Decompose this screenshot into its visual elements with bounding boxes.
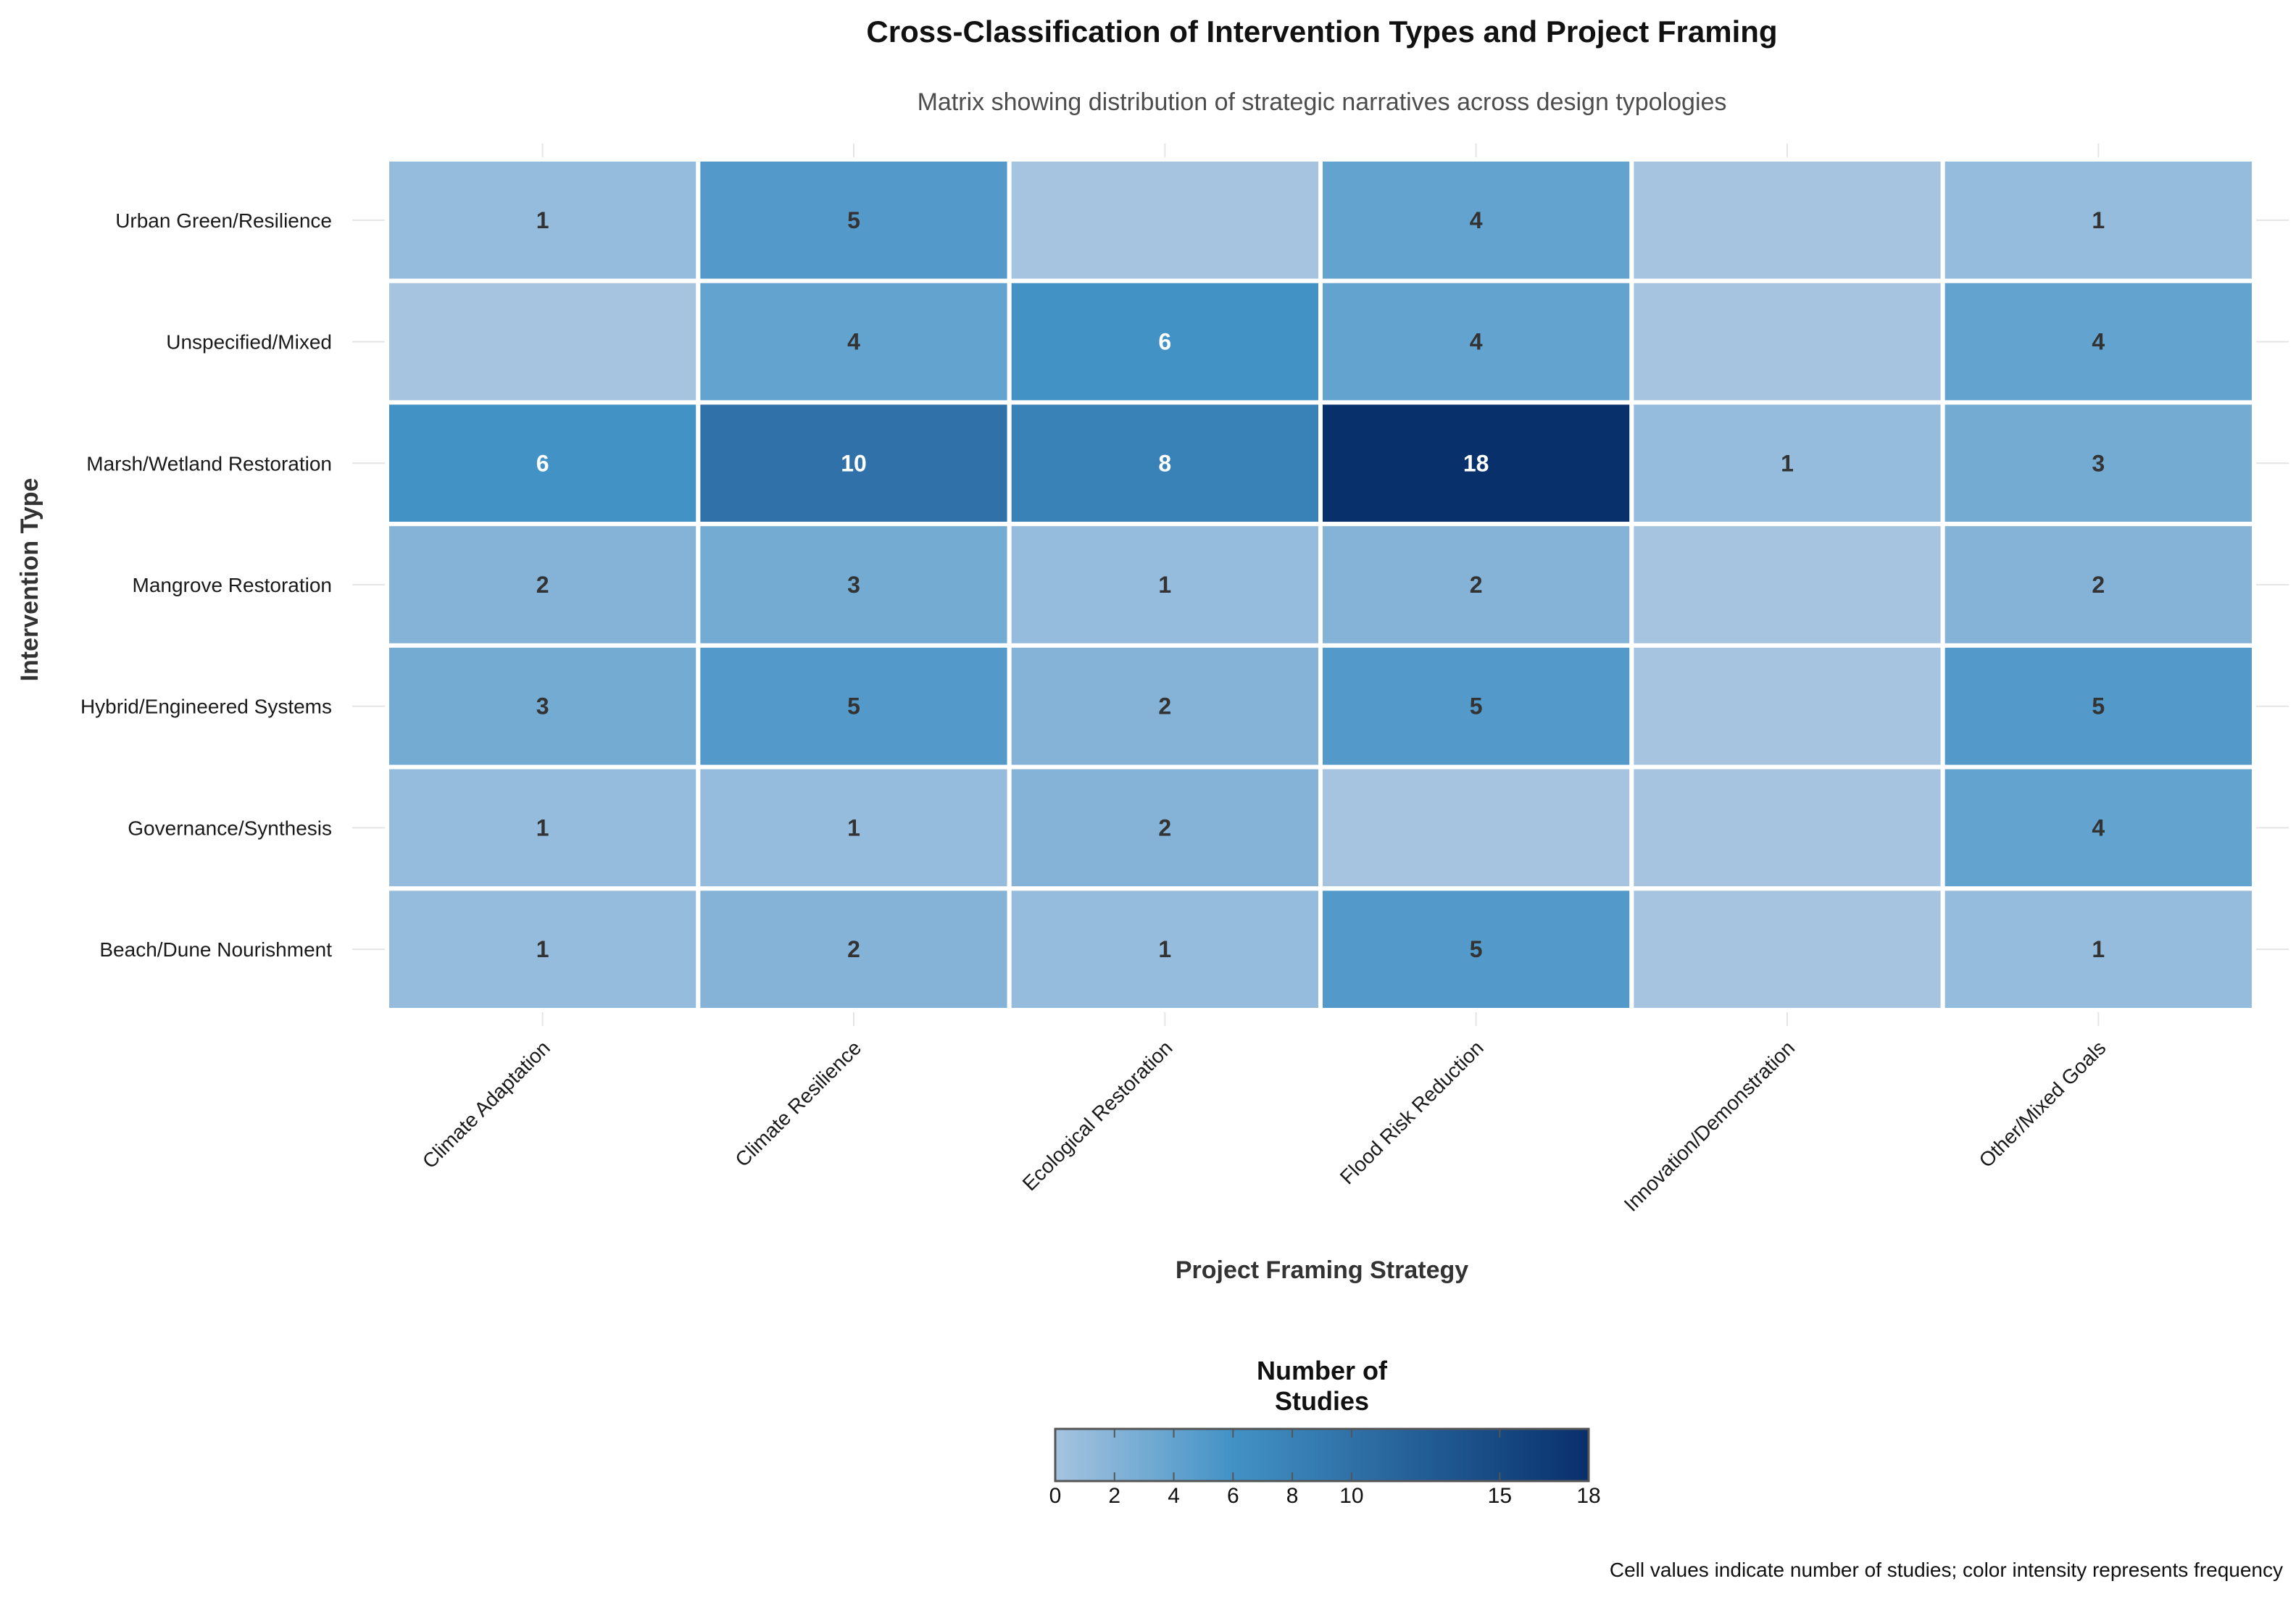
legend-tick-label: 6 [1227,1484,1239,1508]
heatmap-cell [1940,764,2257,891]
heatmap-cell [1940,522,2257,648]
legend-tick-label: 15 [1488,1484,1512,1508]
heatmap-cell [1629,400,1945,527]
cell-value-label: 5 [1470,936,1483,962]
heatmap-cell [1318,278,1634,405]
heatmap-cell [696,278,1012,405]
y-tick-label: Beach/Dune Nourishment [99,938,332,961]
cell-value-label: 1 [2092,207,2105,233]
cell-value-label: 2 [536,572,549,598]
heatmap-cell [1940,400,2257,527]
y-tick-label: Unspecified/Mixed [166,331,332,354]
cell-value-label: 2 [1470,572,1483,598]
y-axis-tick-labels: Urban Green/Resilience Unspecified/Mixed M… [80,209,332,961]
cell-value-label: 2 [2092,572,2105,598]
y-tick-label: Hybrid/Engineered Systems [80,696,332,718]
legend-tick-label: 4 [1168,1484,1180,1508]
chart-title: Cross-Classification of Intervention Typ… [866,14,1777,49]
y-tick-label: Governance/Synthesis [128,817,332,839]
heatmap-cell [1318,157,1634,283]
cell-value-label: 2 [847,936,860,962]
cell-value-label: 2 [1158,814,1171,841]
cell-value-label: 2 [1158,693,1171,720]
heatmap-cell [385,400,701,527]
y-tick-label: Mangrove Restoration [133,574,332,596]
legend-ticks: 0 2 4 6 8 10 15 18 [1049,1429,1601,1508]
cell-value-label: 3 [2092,450,2105,476]
cell-value-label: 4 [2092,814,2105,841]
x-axis-tick-labels: Climate Adaptation Climate Resilience Ecol… [418,1036,2110,1216]
legend-tick-label: 18 [1576,1484,1600,1508]
heatmap-cell [385,278,701,405]
heatmap-cell [1007,157,1323,283]
heatmap-cell [1007,886,1323,1013]
heatmap-cell [1318,886,1634,1013]
legend-title-line2: Studies [1275,1386,1369,1416]
chart-caption: Cell values indicate number of studies; … [1610,1559,2283,1581]
cell-value-label: 1 [1158,572,1171,598]
x-tick-label: Climate Adaptation [418,1036,554,1172]
cell-value-label: 3 [536,693,549,720]
cell-value-label: 5 [847,693,860,720]
heatmap-cell [1629,643,1945,770]
heatmap-cell [385,522,701,648]
heatmap-cell [1940,278,2257,405]
heatmap-cell [1318,522,1634,648]
color-legend: Number of Studies 0 2 4 6 8 10 15 18 [1049,1356,1601,1508]
cell-value-label: 4 [847,329,860,355]
cell-value-label: 1 [847,814,860,841]
legend-colorbar [1054,1427,1590,1483]
cell-value-label: 5 [1470,693,1483,720]
cell-value-label: 4 [1470,329,1483,355]
heatmap-cell [1629,764,1945,891]
cell-value-label: 1 [536,207,549,233]
cell-value-label: 6 [1158,329,1171,355]
cell-value-label: 1 [536,936,549,962]
x-axis-title: Project Framing Strategy [1176,1256,1468,1284]
y-axis-title: Intervention Type [16,478,43,682]
legend-tick-label: 8 [1286,1484,1299,1508]
x-tick-label: Ecological Restoration [1018,1036,1177,1195]
cell-value-label: 4 [2092,329,2105,355]
legend-tick-label: 0 [1049,1484,1062,1508]
legend-tick-label: 2 [1108,1484,1120,1508]
cell-value-label: 5 [2092,693,2105,720]
cell-value-label: 1 [1781,450,1794,476]
cell-value-label: 1 [2092,936,2105,962]
cell-value-label: 3 [847,572,860,598]
cell-value-label: 1 [536,814,549,841]
heatmap-cell [1940,886,2257,1013]
heatmap-cell [696,522,1012,648]
heatmap-cell [1629,157,1945,283]
y-tick-label: Urban Green/Resilience [115,209,332,232]
heatmap-cells [385,157,2257,1013]
cell-value-label: 10 [841,450,867,476]
y-tick-label: Marsh/Wetland Restoration [86,452,332,475]
heatmap-cell [385,764,701,891]
heatmap-cell [1318,764,1634,891]
cell-value-label: 6 [536,450,549,476]
heatmap-cell [1007,522,1323,648]
heatmap-cell [696,764,1012,891]
cell-value-label: 1 [1158,936,1171,962]
x-tick-label: Other/Mixed Goals [1975,1036,2110,1172]
legend-tick-label: 10 [1339,1484,1363,1508]
heatmap-cell [1629,278,1945,405]
heatmap-cell [385,643,701,770]
x-tick-label: Flood Risk Reduction [1336,1036,1488,1188]
x-tick-label: Innovation/Demonstration [1620,1036,1800,1216]
heatmap-cell [1629,886,1945,1013]
heatmap-cell [1007,400,1323,527]
cell-value-labels: 1 5 4 1 4 6 4 4 6 10 8 18 1 3 2 3 1 2 2 3 5 2 5 5 1 1 2 4 1 2 1 5 1 [536,207,2105,962]
chart-subtitle: Matrix showing distribution of strategic… [918,88,1727,116]
cell-value-label: 8 [1158,450,1171,476]
cell-value-label: 4 [1470,207,1483,233]
heatmap-cell [1940,643,2257,770]
heatmap-cell [1629,522,1945,648]
cell-value-label: 5 [847,207,860,233]
x-tick-label: Climate Resilience [731,1036,865,1171]
legend-title-line1: Number of [1257,1356,1388,1385]
cell-value-label: 18 [1463,450,1489,476]
